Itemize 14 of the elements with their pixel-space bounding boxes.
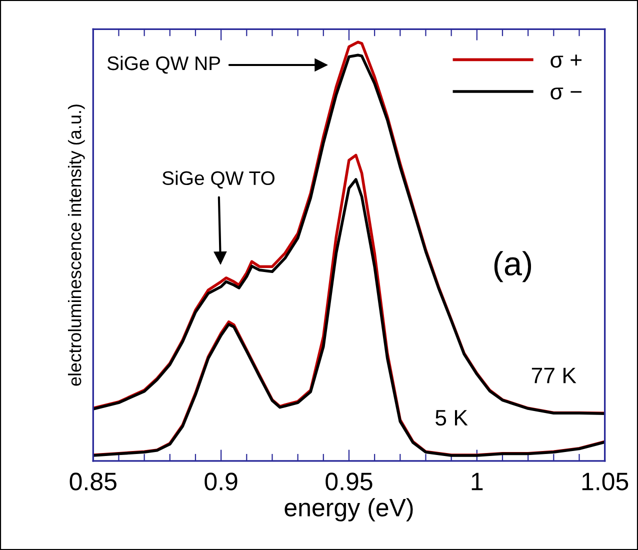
annotation: SiGe QW NP [107,56,220,74]
legend-label: σ − [550,88,582,100]
x-axis-title: energy (eV) [284,498,413,522]
legend-label: σ + [550,54,582,68]
annotation: (a) [494,251,532,282]
y-axis-title: electroluminescence intensity (a.u.) [68,104,85,386]
x-tick-label: 1.05 [582,472,628,490]
x-tick-label: 0.85 [70,472,116,490]
x-tick-label: 0.95 [326,472,372,490]
annotation: SiGe QW TO [162,170,274,189]
annotation: 5 K [436,410,468,426]
annotation: 77 K [532,368,576,384]
x-tick-label: 1 [472,472,483,490]
x-tick-label: 0.9 [204,472,238,490]
